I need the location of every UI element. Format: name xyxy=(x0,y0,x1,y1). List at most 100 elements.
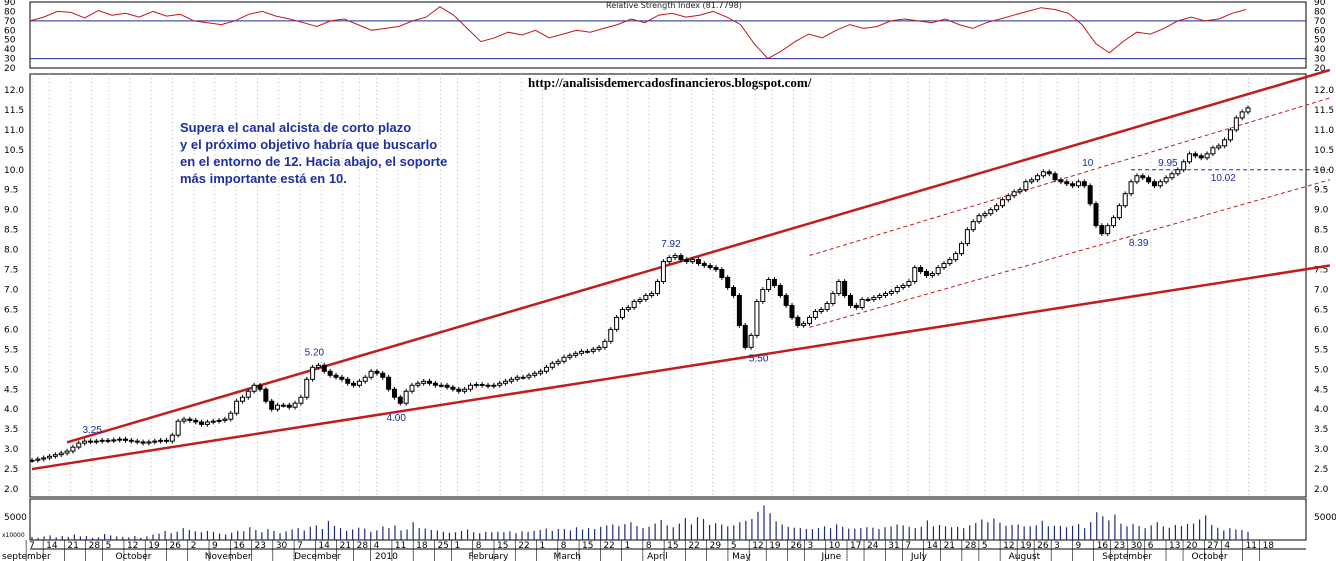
x-day-label: 16 xyxy=(1097,541,1109,551)
candle xyxy=(175,418,181,438)
price-label-7-92: 7.92 xyxy=(661,239,681,250)
x-day-label: 26 xyxy=(1037,541,1049,551)
candle-body xyxy=(351,382,357,386)
candle xyxy=(824,301,830,312)
candle xyxy=(1233,115,1239,133)
candle-body xyxy=(222,418,228,421)
candle xyxy=(415,380,421,388)
candle-body xyxy=(362,376,368,382)
rsi-tick-right: 90 xyxy=(1314,0,1326,8)
candle xyxy=(631,299,637,310)
x-day-label: 5 xyxy=(106,541,112,551)
candle-body xyxy=(175,420,181,436)
candle xyxy=(87,438,93,445)
candle-body xyxy=(976,215,982,223)
candle xyxy=(1128,179,1134,197)
candle-body xyxy=(93,440,99,443)
candle-body xyxy=(1245,107,1251,113)
candle-body xyxy=(555,360,561,364)
x-day-label: 24 xyxy=(867,541,879,551)
candle-body xyxy=(526,374,532,378)
candle xyxy=(684,257,690,264)
candle-body xyxy=(216,419,222,422)
candle-body xyxy=(912,267,918,283)
price-tick-right: 5.0 xyxy=(1314,365,1329,375)
x-day-label: 21 xyxy=(67,541,78,551)
candle xyxy=(1070,181,1076,189)
price-tick-right: 10.0 xyxy=(1314,166,1334,176)
candle-body xyxy=(152,440,158,443)
candle-body xyxy=(146,441,152,444)
candle xyxy=(462,386,468,394)
price-tick-right: 3.5 xyxy=(1314,425,1328,435)
candle-body xyxy=(1187,153,1193,163)
blog-url[interactable]: http://analisisdemercadosfinancieros.blo… xyxy=(528,75,812,90)
x-month-label: July xyxy=(910,552,928,561)
rsi-tick-right: 60 xyxy=(1314,26,1326,36)
candle xyxy=(596,344,602,352)
candle xyxy=(830,291,836,306)
candle xyxy=(391,386,397,400)
candle xyxy=(70,444,76,454)
candle-body xyxy=(1111,217,1117,227)
x-day-label: 1 xyxy=(454,541,460,551)
candle xyxy=(1087,183,1093,207)
candle xyxy=(976,213,982,225)
candle xyxy=(1058,177,1064,185)
candle-body xyxy=(859,298,865,308)
candle-body xyxy=(789,304,795,318)
rsi-tick-right: 20 xyxy=(1314,64,1326,74)
comment-line-3: en el entorno de 12. Hacia abajo, el sop… xyxy=(180,154,447,169)
x-day-label: 7 xyxy=(297,541,303,551)
price-tick-left: 6.0 xyxy=(4,325,19,335)
candle xyxy=(52,452,58,459)
candle xyxy=(362,374,368,384)
candle xyxy=(386,374,392,392)
candle xyxy=(906,279,912,288)
price-tick-left: 4.0 xyxy=(4,405,19,415)
candle xyxy=(742,323,748,350)
candle-body xyxy=(690,259,696,263)
candle xyxy=(269,398,275,412)
price-label-5-20: 5.20 xyxy=(305,347,325,358)
candle-body xyxy=(228,412,234,420)
price-tick-left: 2.5 xyxy=(4,465,18,475)
candle-body xyxy=(812,310,818,318)
candle xyxy=(1216,143,1222,151)
price-tick-left: 2.0 xyxy=(4,485,19,495)
x-day-label: 16 xyxy=(233,541,245,551)
candle xyxy=(695,257,701,266)
candle-body xyxy=(567,354,573,358)
candle-body xyxy=(1070,183,1076,187)
candle xyxy=(228,410,234,422)
candle-body xyxy=(193,419,199,423)
candle-body xyxy=(579,350,585,354)
trendline-upper-channel xyxy=(66,68,1331,444)
candle xyxy=(999,197,1005,209)
candle-body xyxy=(532,372,538,376)
price-tick-left: 9.5 xyxy=(4,186,18,196)
candle-body xyxy=(503,380,509,384)
candle xyxy=(245,388,251,400)
candle-body xyxy=(327,370,333,376)
candle-body xyxy=(210,420,216,423)
x-day-label: 14 xyxy=(927,541,939,551)
candle-body xyxy=(1210,147,1216,155)
candle xyxy=(275,402,281,412)
candle-body xyxy=(1227,129,1233,141)
candle xyxy=(450,384,456,392)
candle-body xyxy=(935,267,941,275)
candle xyxy=(894,285,900,294)
candle xyxy=(602,338,608,350)
candle xyxy=(1204,151,1210,161)
candle xyxy=(923,269,929,278)
candle-body xyxy=(421,380,427,384)
candle-body xyxy=(187,418,193,421)
x-day-label: 31 xyxy=(888,541,899,551)
candle-body xyxy=(315,364,321,368)
candle-body xyxy=(99,439,105,442)
candle-body xyxy=(771,279,777,287)
candle xyxy=(491,382,497,389)
candle xyxy=(637,297,643,304)
